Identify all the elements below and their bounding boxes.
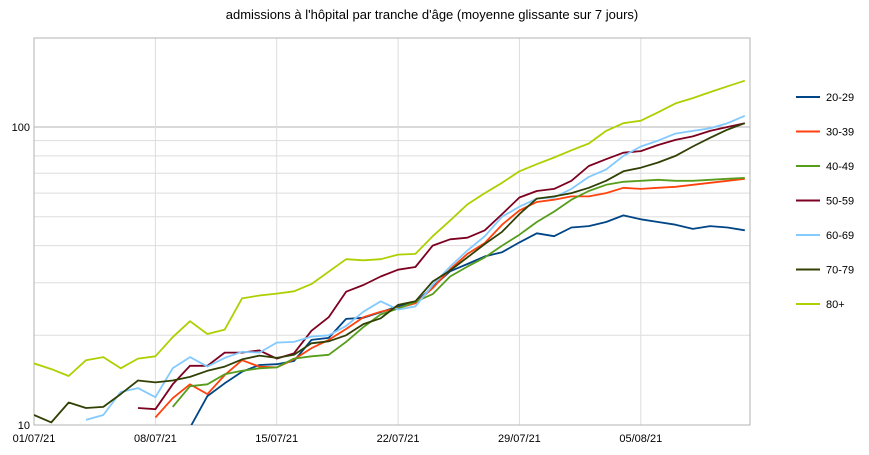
chart-title: admissions à l'hôpital par tranche d'âge… (226, 7, 639, 22)
series-lines (34, 79, 746, 425)
x-tick-label: 08/07/21 (134, 433, 177, 445)
legend-label: 80+ (826, 299, 845, 311)
plot-frame (33, 37, 751, 426)
x-tick-label: 05/08/21 (619, 433, 662, 445)
gridlines (33, 38, 750, 425)
x-tick-label: 15/07/21 (255, 433, 298, 445)
legend-label: 70-79 (826, 265, 854, 277)
legend-label: 20-29 (826, 92, 854, 104)
series-line-50-59 (137, 122, 745, 411)
series-line-30-39 (154, 177, 745, 419)
x-tick-label: 22/07/21 (377, 433, 420, 445)
legend-label: 50-59 (826, 196, 854, 208)
series-line-20-29 (190, 214, 745, 425)
y-axis-ticks: 10 100 (12, 122, 30, 432)
legend-label: 60-69 (826, 230, 854, 242)
legend-label: 40-49 (826, 161, 854, 173)
y-tick-label: 10 (18, 420, 30, 432)
y-tick-label: 100 (12, 122, 30, 134)
series-line-80+ (34, 79, 746, 377)
legend: 20-29 30-39 40-49 50-59 60-69 70-79 80+ (796, 92, 854, 311)
x-axis-ticks: 01/07/21 08/07/21 15/07/21 22/07/21 29/07/21… (13, 433, 663, 445)
series-line-40-49 (172, 177, 745, 408)
legend-label: 30-39 (826, 127, 854, 139)
series-line-70-79 (34, 122, 746, 424)
series-line-60-69 (85, 114, 746, 421)
x-tick-label: 29/07/21 (498, 433, 541, 445)
x-tick-label: 01/07/21 (13, 433, 56, 445)
